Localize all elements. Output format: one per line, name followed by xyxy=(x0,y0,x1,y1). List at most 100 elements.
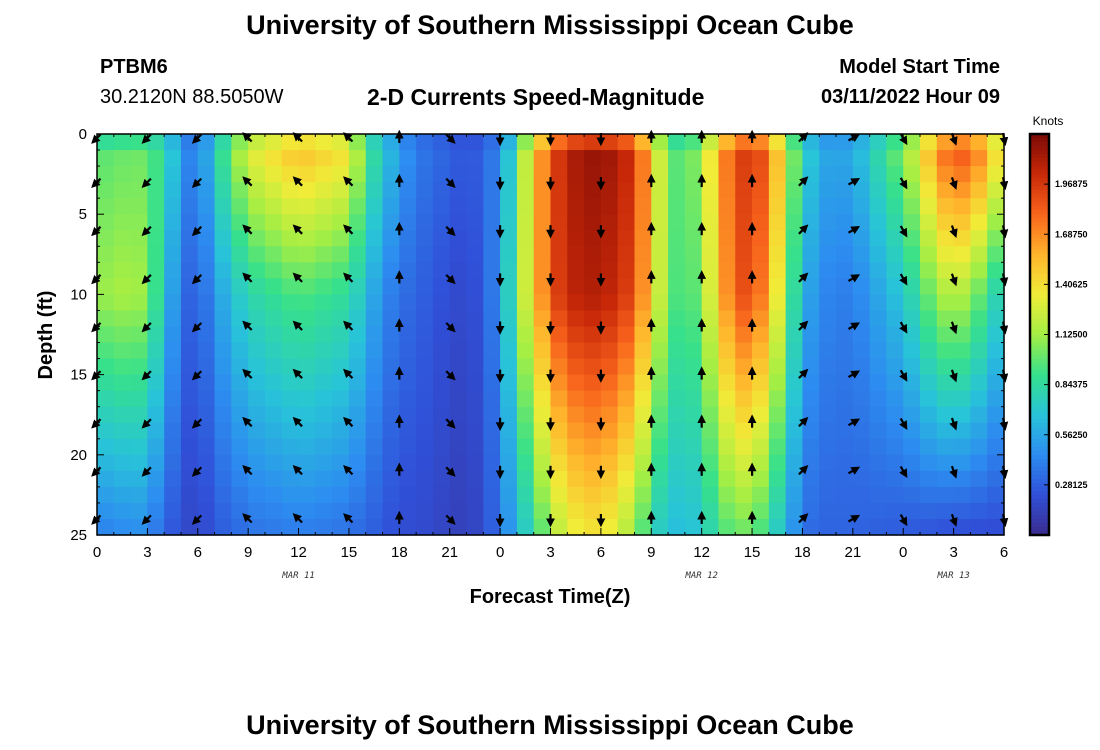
heatmap-cell xyxy=(567,214,585,231)
heatmap-cell xyxy=(970,518,988,536)
heatmap-cell xyxy=(886,502,904,520)
heatmap-cell xyxy=(903,134,921,151)
heatmap-cell xyxy=(533,374,552,392)
heatmap-cell xyxy=(735,278,753,295)
heatmap-cell xyxy=(920,230,938,247)
heatmap-cell xyxy=(231,518,249,536)
colorbar-segment xyxy=(1030,258,1049,263)
heatmap-cell xyxy=(416,198,434,215)
heatmap-cell xyxy=(264,294,283,312)
heatmap-cell xyxy=(147,486,165,504)
heatmap-cell xyxy=(836,502,854,520)
heatmap-cell xyxy=(752,230,770,247)
heatmap-cell xyxy=(382,246,400,263)
heatmap-cell xyxy=(718,422,736,440)
heatmap-cell xyxy=(500,502,518,520)
heatmap-cell xyxy=(332,150,350,167)
heatmap-cell xyxy=(164,246,182,263)
heatmap-cell xyxy=(500,182,518,199)
heatmap-cell xyxy=(752,358,770,376)
heatmap-cell xyxy=(416,230,434,247)
colorbar-segment xyxy=(1030,342,1049,348)
heatmap-cell xyxy=(466,374,484,392)
heatmap-cell xyxy=(634,134,652,151)
heatmap-cell xyxy=(500,374,518,392)
heatmap-cell xyxy=(869,390,888,408)
heatmap-cell xyxy=(432,230,451,247)
heatmap-cell xyxy=(315,166,333,183)
colorbar-segment xyxy=(1030,430,1049,436)
heatmap-cell xyxy=(500,214,518,231)
heatmap-cell xyxy=(281,438,300,456)
heatmap-cell xyxy=(836,326,854,344)
heatmap-cell xyxy=(651,374,669,392)
heatmap-cell xyxy=(920,310,938,328)
heatmap-cell xyxy=(735,486,753,504)
colorbar-segment xyxy=(1030,322,1049,327)
heatmap-cell xyxy=(264,422,283,440)
heatmap-cell xyxy=(432,310,451,328)
heatmap-cell xyxy=(920,134,938,151)
current-vector xyxy=(343,464,354,476)
heatmap-cell xyxy=(147,182,165,199)
heatmap-cell xyxy=(113,422,132,440)
heatmap-cell xyxy=(214,294,232,312)
heatmap-cell xyxy=(768,502,787,520)
heatmap-cell xyxy=(920,406,938,424)
heatmap-cell xyxy=(164,198,182,215)
colorbar-segment xyxy=(1030,318,1049,323)
heatmap-cell xyxy=(147,198,165,215)
heatmap-cell xyxy=(113,486,132,504)
heatmap-cell xyxy=(701,182,720,199)
heatmap-cell xyxy=(617,406,636,424)
heatmap-cell xyxy=(651,358,669,376)
heatmap-cell xyxy=(903,486,921,504)
heatmap-cell xyxy=(416,310,434,328)
heatmap-cell xyxy=(987,470,1005,488)
heatmap-cell xyxy=(382,214,400,231)
heatmap-cell xyxy=(567,454,585,472)
heatmap-cell xyxy=(180,358,199,376)
heatmap-cell xyxy=(584,518,602,536)
colorbar-label: 0.28125 xyxy=(1055,480,1088,490)
heatmap-cell xyxy=(516,342,535,360)
heatmap-cell xyxy=(584,214,602,231)
heatmap-cell xyxy=(987,518,1005,536)
heatmap-cell xyxy=(684,518,703,536)
heatmap-cell xyxy=(584,278,602,295)
heatmap-cell xyxy=(214,278,232,295)
heatmap-cell xyxy=(836,214,854,231)
heatmap-cell xyxy=(684,406,703,424)
heatmap-cell xyxy=(97,198,115,215)
heatmap-cell xyxy=(617,358,636,376)
current-vector xyxy=(141,274,152,285)
heatmap-cell xyxy=(449,166,468,183)
heatmap-cell xyxy=(987,326,1005,344)
heatmap-cell xyxy=(97,294,115,312)
heatmap-cell xyxy=(600,438,619,456)
heatmap-cell xyxy=(903,246,921,263)
heatmap-cell xyxy=(231,342,249,360)
heatmap-cell xyxy=(869,150,888,167)
heatmap-cell xyxy=(617,246,636,263)
heatmap-cell xyxy=(768,198,787,215)
heatmap-cell xyxy=(348,150,367,167)
heatmap-cell xyxy=(718,374,736,392)
heatmap-cell xyxy=(903,262,921,279)
heatmap-cell xyxy=(886,262,904,279)
heatmap-cell xyxy=(97,278,115,295)
heatmap-cell xyxy=(365,166,384,183)
heatmap-cell xyxy=(180,166,199,183)
heatmap-cell xyxy=(147,470,165,488)
heatmap-cell xyxy=(718,486,736,504)
heatmap-cell xyxy=(399,470,417,488)
heatmap-cell xyxy=(248,214,266,231)
heatmap-cell xyxy=(903,502,921,520)
x-tick-label: 15 xyxy=(341,544,358,561)
heatmap-cell xyxy=(399,486,417,504)
heatmap-cell xyxy=(365,198,384,215)
heatmap-cell xyxy=(836,310,854,328)
heatmap-cell xyxy=(768,294,787,312)
heatmap-cell xyxy=(735,374,753,392)
heatmap-cell xyxy=(281,198,300,215)
